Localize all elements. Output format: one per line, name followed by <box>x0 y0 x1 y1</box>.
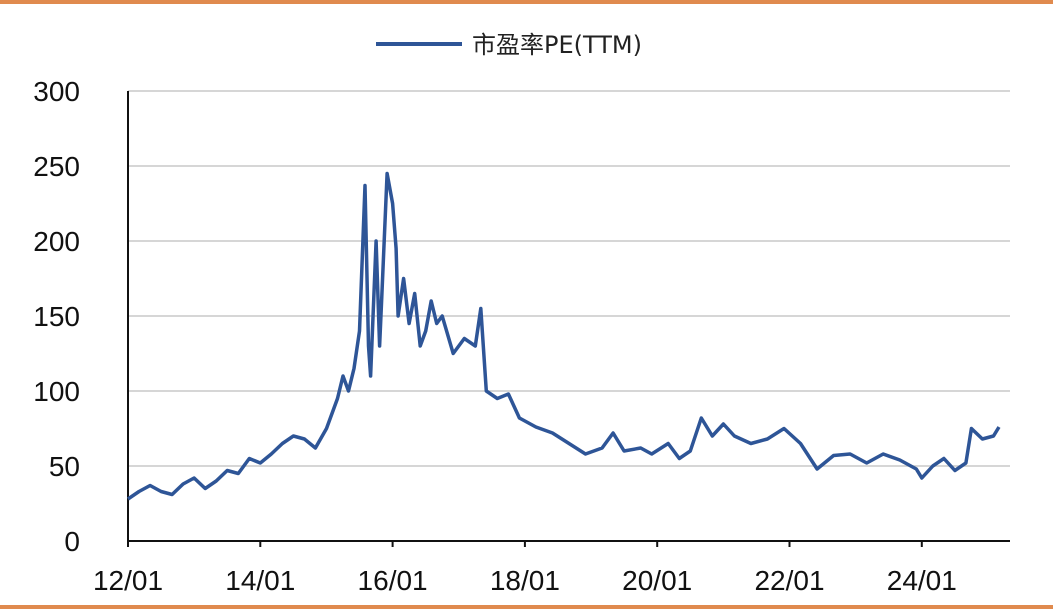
series-group <box>127 171 1001 501</box>
x-tick-label-18-01: 18/01 <box>490 565 560 596</box>
series-line-0 <box>127 171 1001 501</box>
x-axis-tick-labels: 12/01 14/01 16/01 18/01 20/01 22/01 24/01 <box>93 565 957 596</box>
y-axis-tick-labels: 0 50 100 150 200 250 300 <box>33 76 80 557</box>
x-tick-label-12-01: 12/01 <box>93 565 163 596</box>
legend: 市盈率PE(TTM) <box>376 31 642 59</box>
x-tick-label-14-01: 14/01 <box>225 565 295 596</box>
x-tick-label-24-01: 24/01 <box>887 565 957 596</box>
y-tick-label-200: 200 <box>33 226 80 257</box>
y-tick-label-100: 100 <box>33 376 80 407</box>
y-tick-label-0: 0 <box>64 526 80 557</box>
gridlines <box>128 90 1010 467</box>
axes <box>127 91 1010 547</box>
x-tick-label-22-01: 22/01 <box>754 565 824 596</box>
y-tick-label-250: 250 <box>33 151 80 182</box>
y-tick-label-150: 150 <box>33 301 80 332</box>
y-tick-label-300: 300 <box>33 76 80 107</box>
x-tick-label-16-01: 16/01 <box>358 565 428 596</box>
y-tick-label-50: 50 <box>49 451 80 482</box>
legend-label: 市盈率PE(TTM) <box>472 31 642 59</box>
x-tick-label-20-01: 20/01 <box>622 565 692 596</box>
line-chart: 市盈率PE(TTM) 0 50 100 150 200 250 300 12/01 14/01… <box>33 31 1010 596</box>
